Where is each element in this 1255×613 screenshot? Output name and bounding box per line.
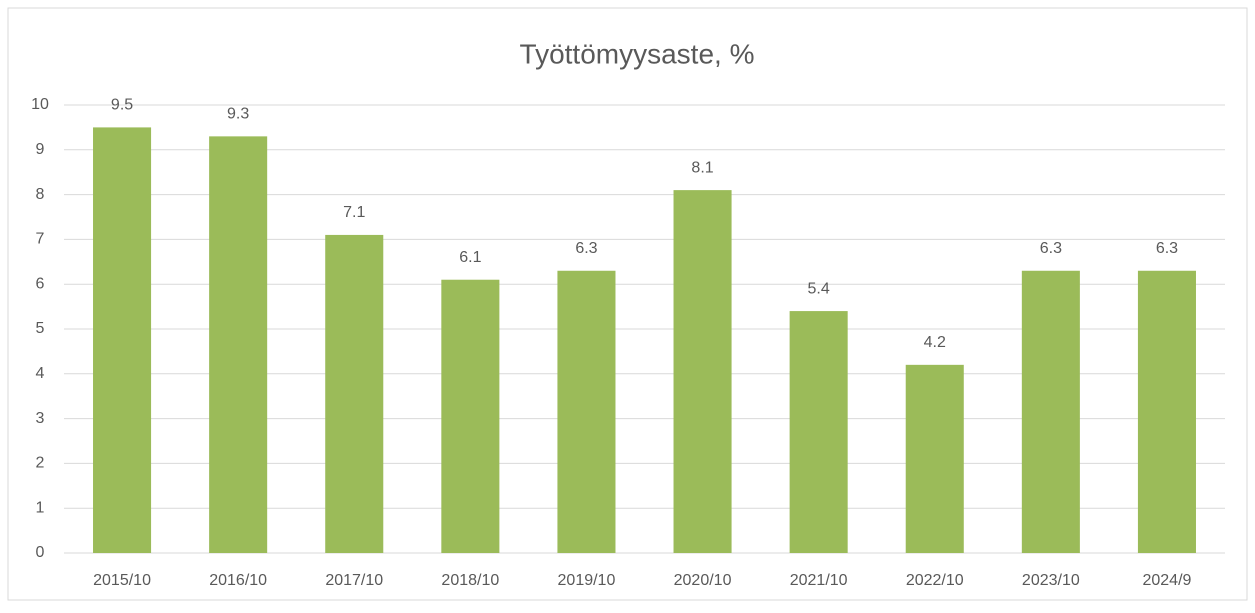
x-tick-label: 2019/10 — [558, 572, 616, 589]
bar — [93, 127, 152, 554]
x-tick-label: 2023/10 — [1022, 572, 1080, 589]
y-tick-label: 6 — [36, 275, 45, 292]
bar — [557, 270, 616, 553]
bar — [905, 364, 964, 553]
bar — [789, 311, 848, 553]
x-tick-label: 2015/10 — [93, 572, 151, 589]
data-label: 5.4 — [808, 280, 830, 297]
bar — [325, 234, 384, 554]
y-tick-label: 3 — [36, 410, 45, 427]
y-tick-label: 5 — [36, 320, 45, 337]
chart-title: Työttömyysaste, % — [520, 38, 755, 69]
data-label: 6.3 — [1040, 240, 1062, 257]
data-label: 4.2 — [924, 334, 946, 351]
x-tick-label: 2017/10 — [325, 572, 383, 589]
x-tick-label: 2024/9 — [1142, 572, 1191, 589]
data-label: 7.1 — [343, 204, 365, 221]
x-tick-label: 2022/10 — [906, 572, 964, 589]
bar — [1137, 270, 1196, 553]
y-tick-label: 2 — [36, 455, 45, 472]
y-tick-label: 1 — [36, 499, 45, 516]
x-tick-label: 2021/10 — [790, 572, 848, 589]
bar — [673, 190, 732, 553]
bar — [209, 136, 268, 554]
y-tick-label: 9 — [36, 141, 45, 158]
y-tick-label: 10 — [31, 96, 49, 113]
y-tick-label: 4 — [36, 365, 45, 382]
data-label: 9.3 — [227, 106, 249, 123]
data-label: 8.1 — [691, 159, 713, 176]
y-tick-label: 7 — [36, 231, 45, 248]
x-tick-label: 2016/10 — [209, 572, 267, 589]
bar — [441, 279, 500, 553]
x-tick-label: 2020/10 — [674, 572, 732, 589]
x-tick-label: 2018/10 — [441, 572, 499, 589]
y-tick-label: 8 — [36, 186, 45, 203]
y-tick-label: 0 — [36, 544, 45, 561]
data-label: 6.3 — [1156, 240, 1178, 257]
data-label: 9.5 — [111, 97, 133, 114]
bar — [1021, 270, 1080, 553]
data-label: 6.3 — [575, 240, 597, 257]
data-label: 6.1 — [459, 249, 481, 266]
